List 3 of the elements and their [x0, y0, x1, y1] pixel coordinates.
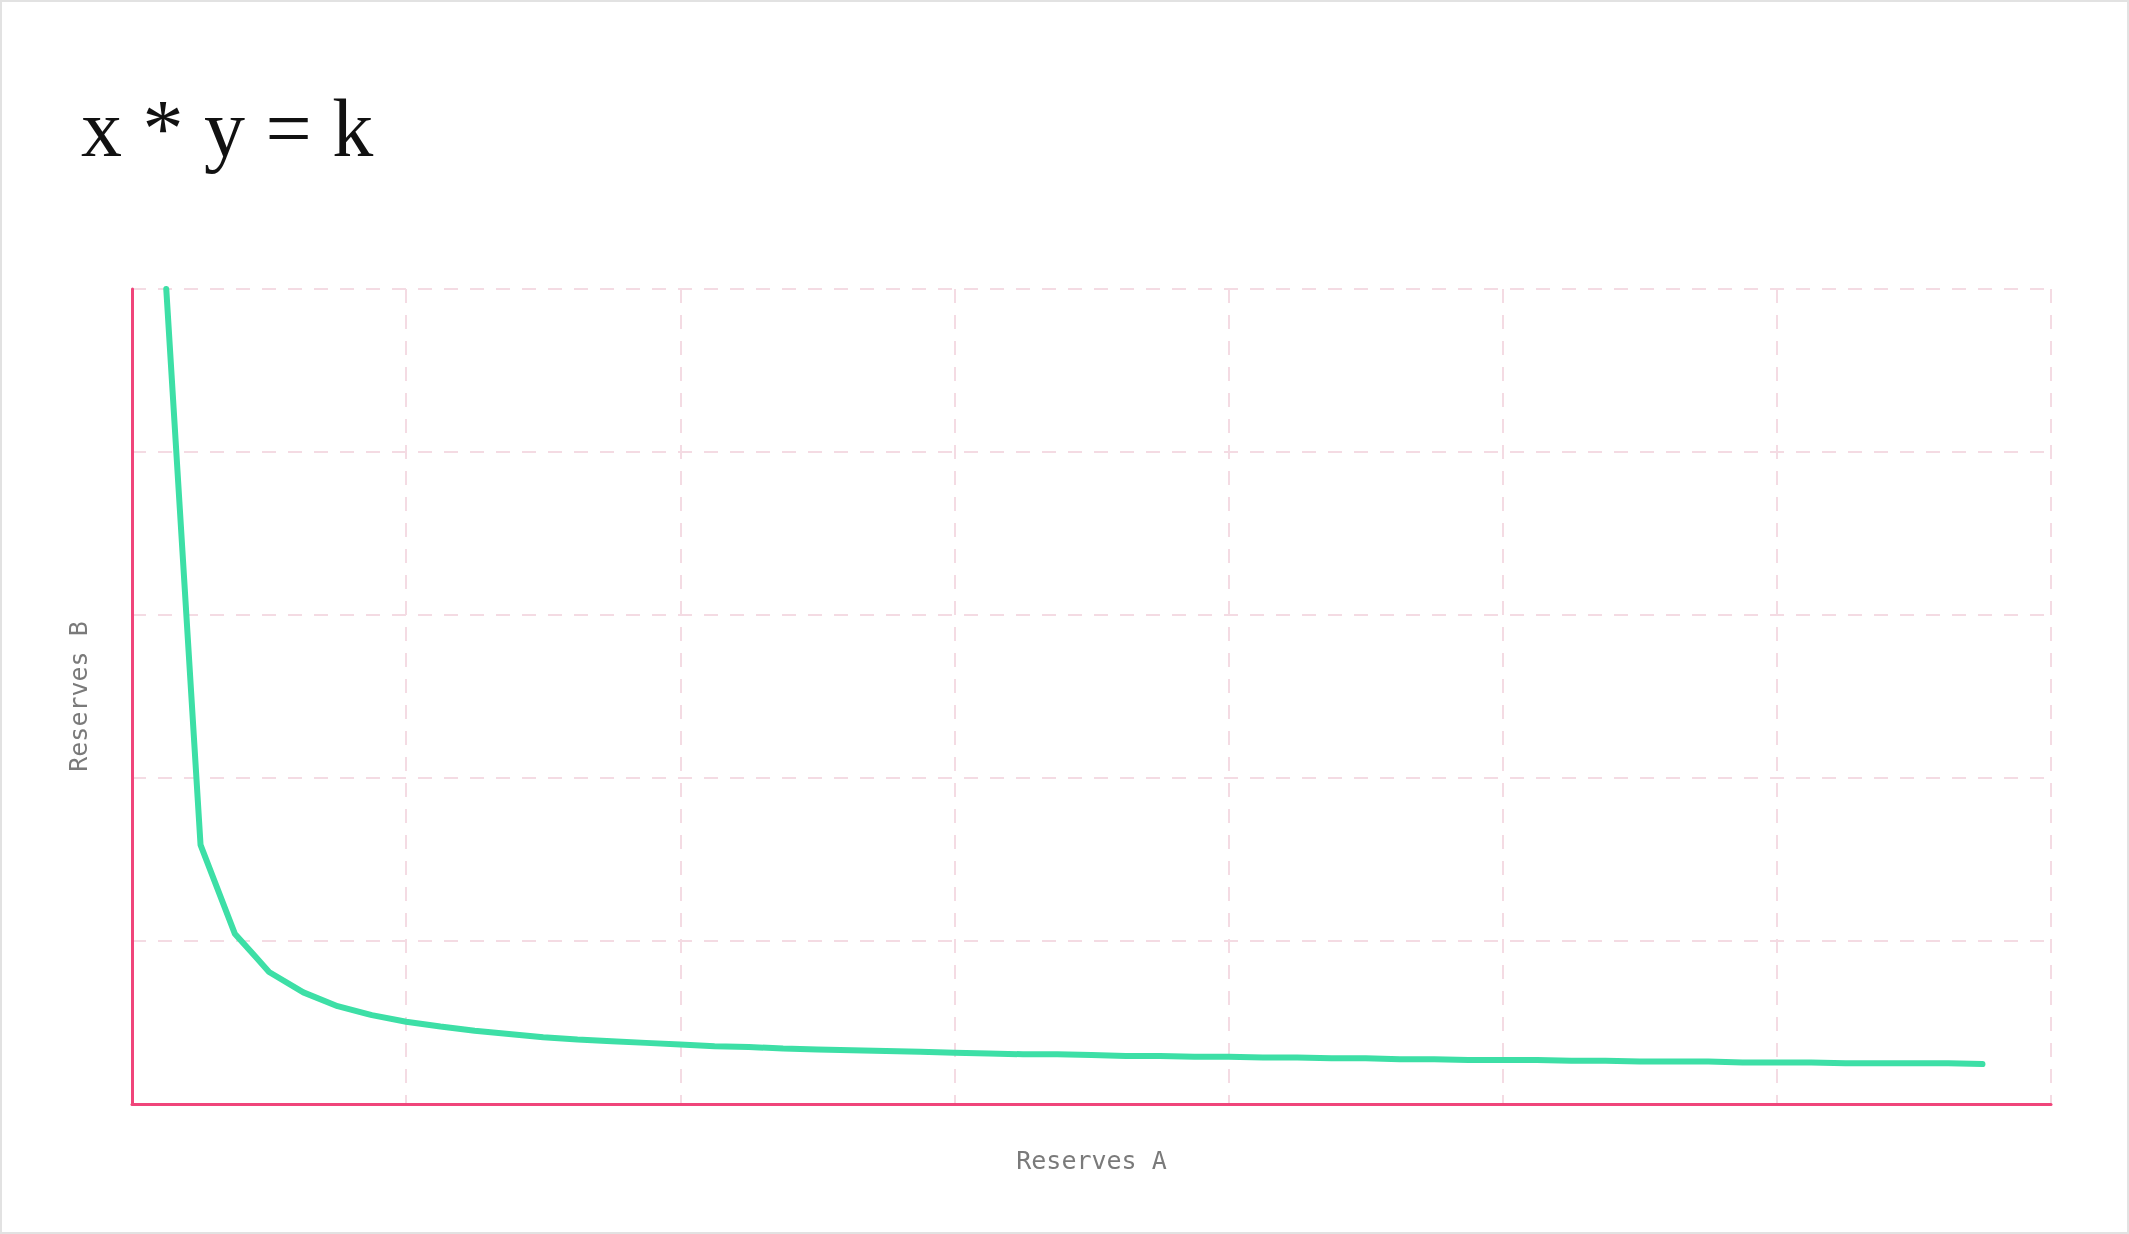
chart-title: x * y = k [81, 82, 374, 174]
y-axis-title: Reserves B [64, 621, 93, 772]
x-axis-title: Reserves A [1016, 1146, 1167, 1175]
